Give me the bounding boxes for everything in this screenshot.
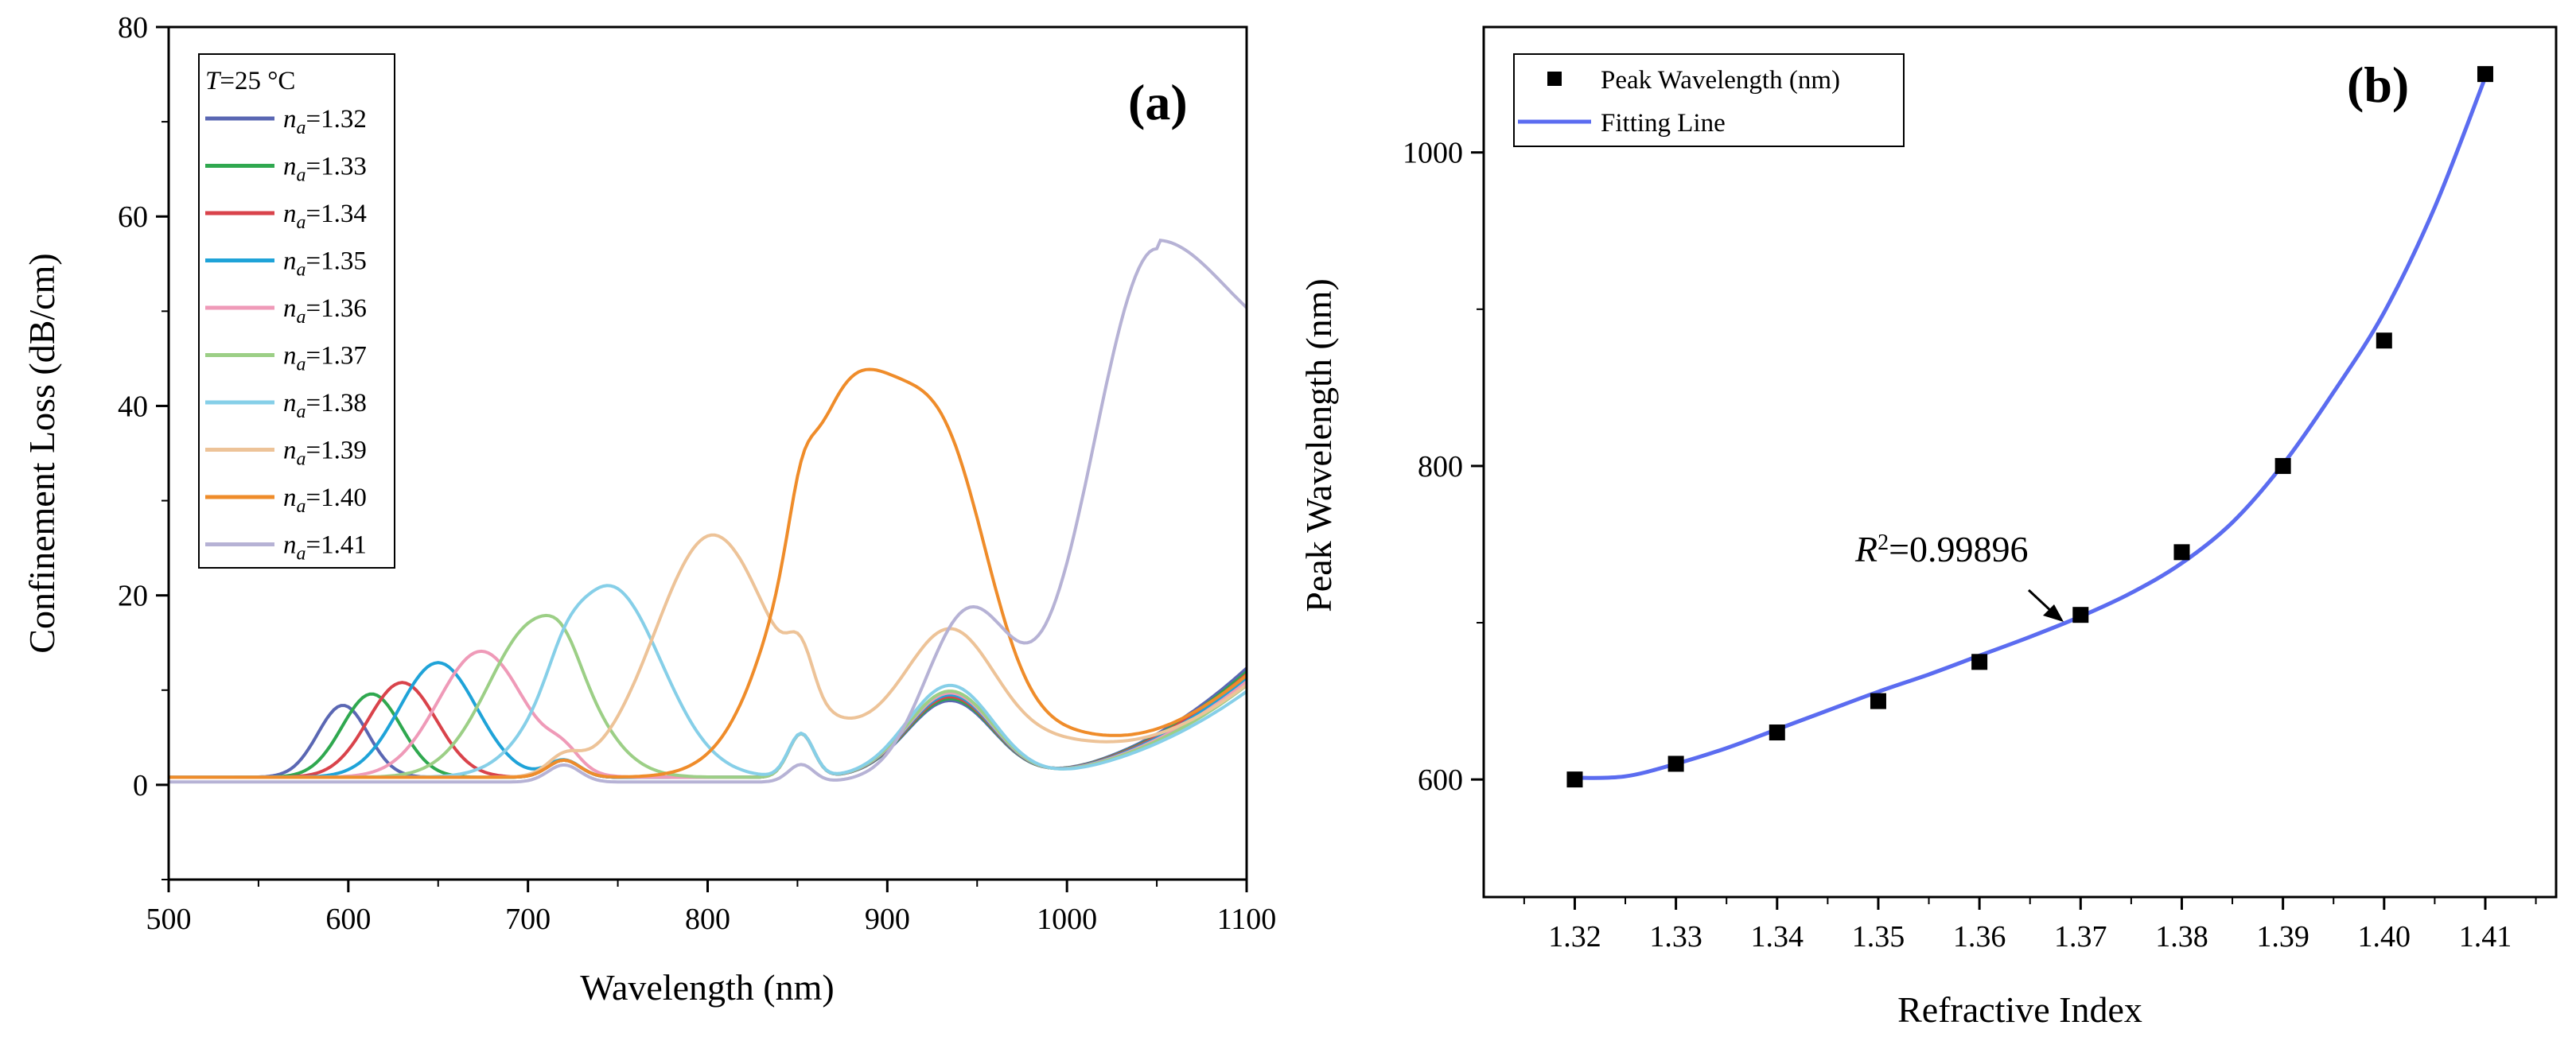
y-tick-label: 80 bbox=[118, 11, 148, 45]
panel-b: 1.32 1.33 1.34 1.35 1.36 1.37 1.38 1.39 1.40 1.41… bbox=[1298, 25, 2558, 1030]
y-tick-label: 1000 bbox=[1403, 137, 1463, 170]
panel-b-x-axis-title: Refractive Index bbox=[1897, 989, 2142, 1030]
x-tick-label: 1.36 bbox=[1953, 920, 2006, 954]
curve-na-1-34 bbox=[169, 673, 1247, 779]
panel-a-legend: T=25 °C na=1.32 na=1.33 na=1.34 na=1.35 na=1… bbox=[198, 53, 395, 569]
x-tick-label: 500 bbox=[146, 903, 192, 936]
r-squared-var: R bbox=[1854, 529, 1878, 569]
panel-b-points bbox=[1566, 66, 2493, 788]
data-point bbox=[1870, 693, 1886, 709]
x-tick-label: 1000 bbox=[1037, 903, 1097, 936]
r-squared-text: R2=0.99896 bbox=[1854, 529, 2029, 569]
panel-b-y-axis-title: Peak Wavelength (nm) bbox=[1298, 278, 1339, 612]
panel-a-x-axis-title: Wavelength (nm) bbox=[580, 967, 834, 1008]
panel-b-fit bbox=[1574, 76, 2488, 780]
r-squared-annotation: R2=0.99896 bbox=[1854, 529, 2064, 622]
legend-label-peak: Peak Wavelength (nm) bbox=[1601, 66, 1840, 95]
curve-na-1-35 bbox=[169, 661, 1247, 779]
panel-a: 500 600 700 800 900 1000 1100 0 20 40 60 80 (a) Wav… bbox=[21, 11, 1276, 1008]
legend-label-fit: Fitting Line bbox=[1601, 109, 1726, 138]
legend-label-na-1-41: na=1.41 bbox=[283, 531, 367, 565]
legend-label-na-1-38: na=1.38 bbox=[283, 389, 367, 422]
x-tick-label: 1.37 bbox=[2054, 920, 2107, 954]
legend-label-na-1-33: na=1.33 bbox=[283, 153, 367, 186]
r-squared-value: =0.99896 bbox=[1889, 529, 2028, 569]
data-point bbox=[2274, 457, 2291, 474]
data-point bbox=[2477, 66, 2493, 83]
curve-na-1-33 bbox=[169, 670, 1247, 779]
panel-b-label: (b) bbox=[2347, 56, 2409, 113]
panel-b-legend: Peak Wavelength (nm) Fitting Line bbox=[1513, 53, 1905, 147]
legend-temperature-value: =25 °C bbox=[220, 67, 295, 95]
curve-na-1-40 bbox=[169, 367, 1247, 779]
data-point bbox=[1667, 756, 1684, 772]
x-tick-label: 1.35 bbox=[1852, 920, 1905, 954]
x-tick-label: 1.34 bbox=[1751, 920, 1804, 954]
legend-label-na-1-34: na=1.34 bbox=[283, 200, 367, 233]
legend-label-na-1-36: na=1.36 bbox=[283, 294, 367, 328]
panel-a-legend-box bbox=[198, 53, 395, 569]
panel-a-axes: 500 600 700 800 900 1000 1100 0 20 40 60 80 bbox=[118, 11, 1276, 936]
x-tick-label: 800 bbox=[685, 903, 730, 936]
panel-b-axes: 1.32 1.33 1.34 1.35 1.36 1.37 1.38 1.39 1.40 1.41… bbox=[1403, 137, 2537, 954]
data-point bbox=[1971, 654, 1988, 670]
x-tick-label: 1.38 bbox=[2155, 920, 2208, 954]
legend-label-na-1-39: na=1.39 bbox=[283, 437, 367, 470]
data-point bbox=[1769, 724, 1785, 741]
y-tick-label: 40 bbox=[118, 390, 148, 423]
curve-na-1-38 bbox=[169, 584, 1247, 779]
y-tick-label: 0 bbox=[133, 769, 148, 802]
x-tick-label: 1.39 bbox=[2256, 920, 2309, 954]
curve-na-1-41 bbox=[169, 239, 1247, 784]
annotation-arrow-head bbox=[2043, 604, 2064, 622]
legend-temperature: T=25 °C bbox=[205, 67, 295, 95]
r-squared-sup: 2 bbox=[1878, 530, 1889, 555]
y-tick-label: 60 bbox=[118, 200, 148, 234]
legend-label-na-1-35: na=1.35 bbox=[283, 247, 367, 281]
y-tick-label: 800 bbox=[1418, 450, 1463, 484]
x-tick-label: 900 bbox=[865, 903, 910, 936]
legend-label-na-1-37: na=1.37 bbox=[283, 342, 367, 375]
legend-temperature-var: T bbox=[205, 67, 222, 95]
panel-a-curves bbox=[169, 239, 1247, 784]
panel-b-legend-box bbox=[1513, 53, 1905, 147]
x-tick-label: 1.32 bbox=[1548, 920, 1601, 954]
x-tick-label: 1.40 bbox=[2358, 920, 2411, 954]
curve-na-1-39 bbox=[169, 533, 1247, 779]
x-tick-label: 700 bbox=[505, 903, 551, 936]
legend-marker-peak bbox=[1547, 72, 1562, 86]
x-tick-label: 1.41 bbox=[2459, 920, 2512, 954]
annotation-arrow-shaft bbox=[2027, 588, 2054, 614]
legend-label-na-1-32: na=1.32 bbox=[283, 105, 367, 138]
legend-label-na-1-40: na=1.40 bbox=[283, 484, 367, 517]
data-point bbox=[2072, 607, 2089, 623]
panel-b-frame bbox=[1482, 25, 2558, 899]
panel-a-y-axis-title: Confinement Loss (dB/cm) bbox=[21, 253, 62, 653]
data-point bbox=[2173, 544, 2190, 561]
fitting-line bbox=[1574, 76, 2488, 780]
data-point bbox=[1566, 771, 1583, 788]
x-tick-label: 1.33 bbox=[1649, 920, 1702, 954]
x-tick-label: 1100 bbox=[1217, 903, 1277, 936]
x-tick-label: 600 bbox=[325, 903, 371, 936]
panel-a-label: (a) bbox=[1128, 74, 1188, 130]
curve-na-1-32 bbox=[169, 666, 1247, 779]
y-tick-label: 20 bbox=[118, 580, 148, 613]
y-tick-label: 600 bbox=[1418, 763, 1463, 797]
data-point bbox=[2376, 332, 2392, 349]
